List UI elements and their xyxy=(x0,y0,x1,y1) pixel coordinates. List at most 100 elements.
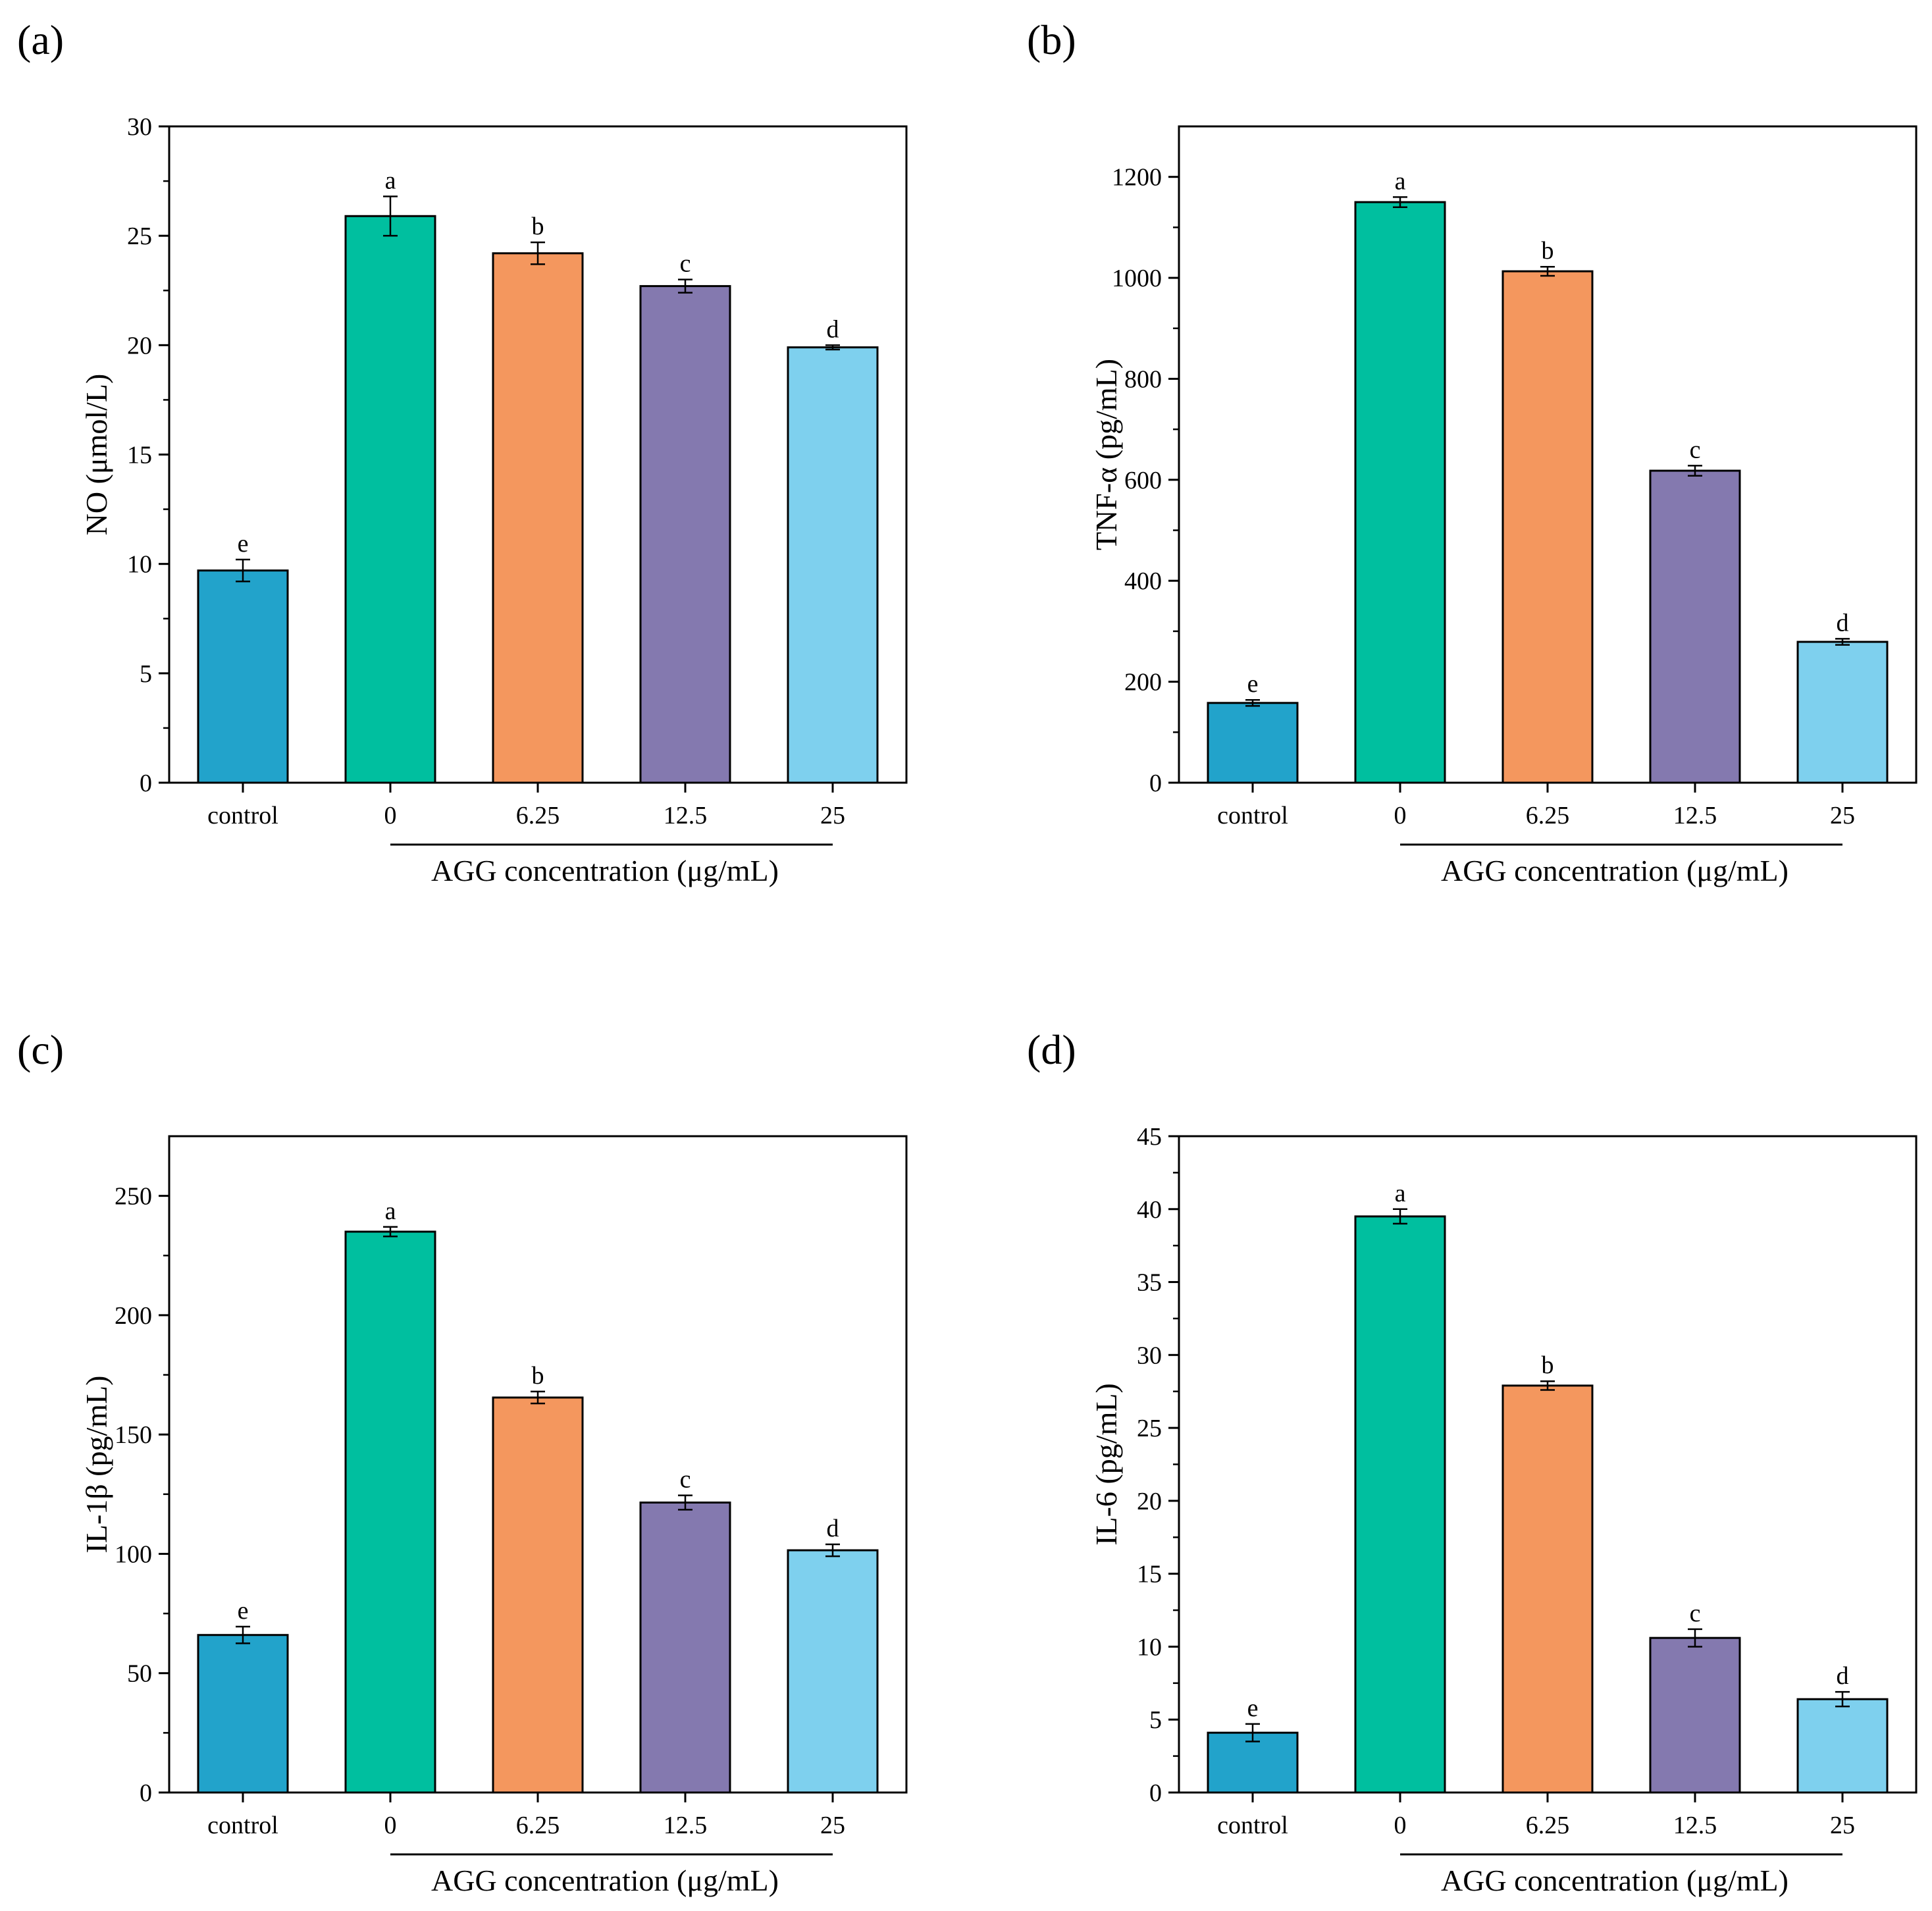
bar-4 xyxy=(787,1549,879,1794)
y-tick-label: 5 xyxy=(1149,1706,1162,1734)
y-tick-label: 10 xyxy=(127,551,152,579)
bar-2 xyxy=(492,252,584,784)
significance-letter: a xyxy=(385,167,396,194)
x-tick-label: 6.25 xyxy=(516,802,560,829)
y-tick-label: 35 xyxy=(1137,1269,1162,1297)
significance-letter: c xyxy=(680,250,691,278)
bar-1 xyxy=(1354,1215,1446,1794)
significance-letter: b xyxy=(1542,1351,1554,1379)
significance-letter: b xyxy=(532,1362,544,1390)
y-tick-label: 50 xyxy=(127,1660,152,1688)
significance-letter: e xyxy=(1247,1694,1259,1722)
y-tick-label: 200 xyxy=(1124,669,1162,696)
y-tick-label: 1000 xyxy=(1112,265,1162,292)
y-tick-label: 30 xyxy=(1137,1342,1162,1369)
y-tick-label: 0 xyxy=(140,770,152,797)
x-tick-label: 0 xyxy=(1394,1812,1407,1839)
significance-letter: e xyxy=(238,1597,249,1625)
bar-4 xyxy=(1796,641,1889,784)
x-axis-label: AGG concentration (μg/mL) xyxy=(1441,1864,1788,1897)
bar-4 xyxy=(1796,1698,1889,1794)
y-tick-label: 200 xyxy=(115,1302,152,1330)
y-tick-label: 15 xyxy=(1137,1561,1162,1588)
x-tick-label: 6.25 xyxy=(1526,1812,1570,1839)
x-tick-label: 0 xyxy=(384,1812,397,1839)
x-tick-label: 25 xyxy=(820,802,845,829)
x-tick-label: control xyxy=(207,802,278,829)
bar-4 xyxy=(787,346,879,784)
panel-letter: (c) xyxy=(17,1026,64,1073)
y-tick-label: 800 xyxy=(1124,365,1162,393)
y-tick-label: 30 xyxy=(127,113,152,141)
y-tick-label: 45 xyxy=(1137,1123,1162,1151)
significance-letter: a xyxy=(1395,167,1406,195)
y-tick-label: 10 xyxy=(1137,1633,1162,1661)
bar-2 xyxy=(492,1396,584,1794)
bar-1 xyxy=(1354,201,1446,784)
chart-panel-1: (b) 0 200 400 600 800 1000 1200 TNF-α (pg/mL) e co… xyxy=(1027,16,1918,887)
y-tick-label: 0 xyxy=(1149,770,1162,797)
y-tick-label: 5 xyxy=(140,660,152,688)
x-tick-label: 0 xyxy=(384,802,397,829)
y-tick-label: 20 xyxy=(1137,1488,1162,1515)
x-axis-label: AGG concentration (μg/mL) xyxy=(431,854,779,887)
x-tick-label: 25 xyxy=(1830,1812,1855,1839)
bar-3 xyxy=(639,285,731,784)
y-tick-label: 100 xyxy=(115,1540,152,1568)
significance-letter: c xyxy=(1690,436,1701,463)
panel-letter: (b) xyxy=(1027,16,1076,63)
bar-0 xyxy=(197,1634,289,1794)
bar-2 xyxy=(1501,1384,1594,1794)
y-tick-label: 0 xyxy=(1149,1779,1162,1807)
x-tick-label: control xyxy=(1217,1812,1288,1839)
significance-letter: b xyxy=(1542,237,1554,265)
bar-3 xyxy=(639,1502,731,1794)
significance-letter: a xyxy=(1395,1180,1406,1207)
x-tick-label: 12.5 xyxy=(664,1812,708,1839)
y-tick-label: 400 xyxy=(1124,567,1162,595)
x-tick-label: control xyxy=(207,1812,278,1839)
significance-letter: d xyxy=(1837,609,1849,637)
y-axis-label: NO (μmol/L) xyxy=(80,374,113,536)
bar-0 xyxy=(197,569,289,784)
y-tick-label: 150 xyxy=(115,1421,152,1449)
x-tick-label: 12.5 xyxy=(1673,1812,1717,1839)
y-tick-label: 20 xyxy=(127,332,152,359)
x-tick-label: 25 xyxy=(820,1812,845,1839)
significance-letter: d xyxy=(827,1515,839,1542)
x-tick-label: 6.25 xyxy=(1526,802,1570,829)
y-axis-label: IL-6 (pg/mL) xyxy=(1089,1383,1123,1546)
bar-2 xyxy=(1501,270,1594,784)
chart-panel-0: (a) 0 5 10 15 20 25 30 NO (μmol/L) e control a 0 b 6.2… xyxy=(17,16,908,887)
x-axis-label: AGG concentration (μg/mL) xyxy=(431,1864,779,1897)
x-axis-label: AGG concentration (μg/mL) xyxy=(1441,854,1788,887)
y-tick-label: 0 xyxy=(140,1779,152,1807)
significance-letter: d xyxy=(1837,1662,1849,1690)
bar-0 xyxy=(1207,1731,1299,1794)
y-tick-label: 25 xyxy=(1137,1415,1162,1442)
significance-letter: d xyxy=(827,315,839,343)
y-axis-label: TNF-α (pg/mL) xyxy=(1089,359,1123,550)
y-tick-label: 250 xyxy=(115,1183,152,1211)
x-tick-label: 6.25 xyxy=(516,1812,560,1839)
y-tick-label: 600 xyxy=(1124,467,1162,494)
significance-letter: e xyxy=(238,530,249,558)
x-tick-label: 12.5 xyxy=(664,802,708,829)
y-tick-label: 1200 xyxy=(1112,164,1162,192)
y-tick-label: 40 xyxy=(1137,1196,1162,1224)
significance-letter: e xyxy=(1247,670,1259,698)
bar-1 xyxy=(344,215,436,784)
panel-letter: (d) xyxy=(1027,1026,1076,1073)
bar-0 xyxy=(1207,702,1299,784)
y-axis-label: IL-1β (pg/mL) xyxy=(80,1376,113,1554)
x-tick-label: 25 xyxy=(1830,802,1855,829)
y-tick-label: 15 xyxy=(127,442,152,469)
x-tick-label: control xyxy=(1217,802,1288,829)
y-tick-label: 25 xyxy=(127,223,152,250)
bar-3 xyxy=(1649,1636,1741,1794)
significance-letter: a xyxy=(385,1197,396,1225)
significance-letter: c xyxy=(1690,1600,1701,1627)
bar-1 xyxy=(344,1230,436,1794)
